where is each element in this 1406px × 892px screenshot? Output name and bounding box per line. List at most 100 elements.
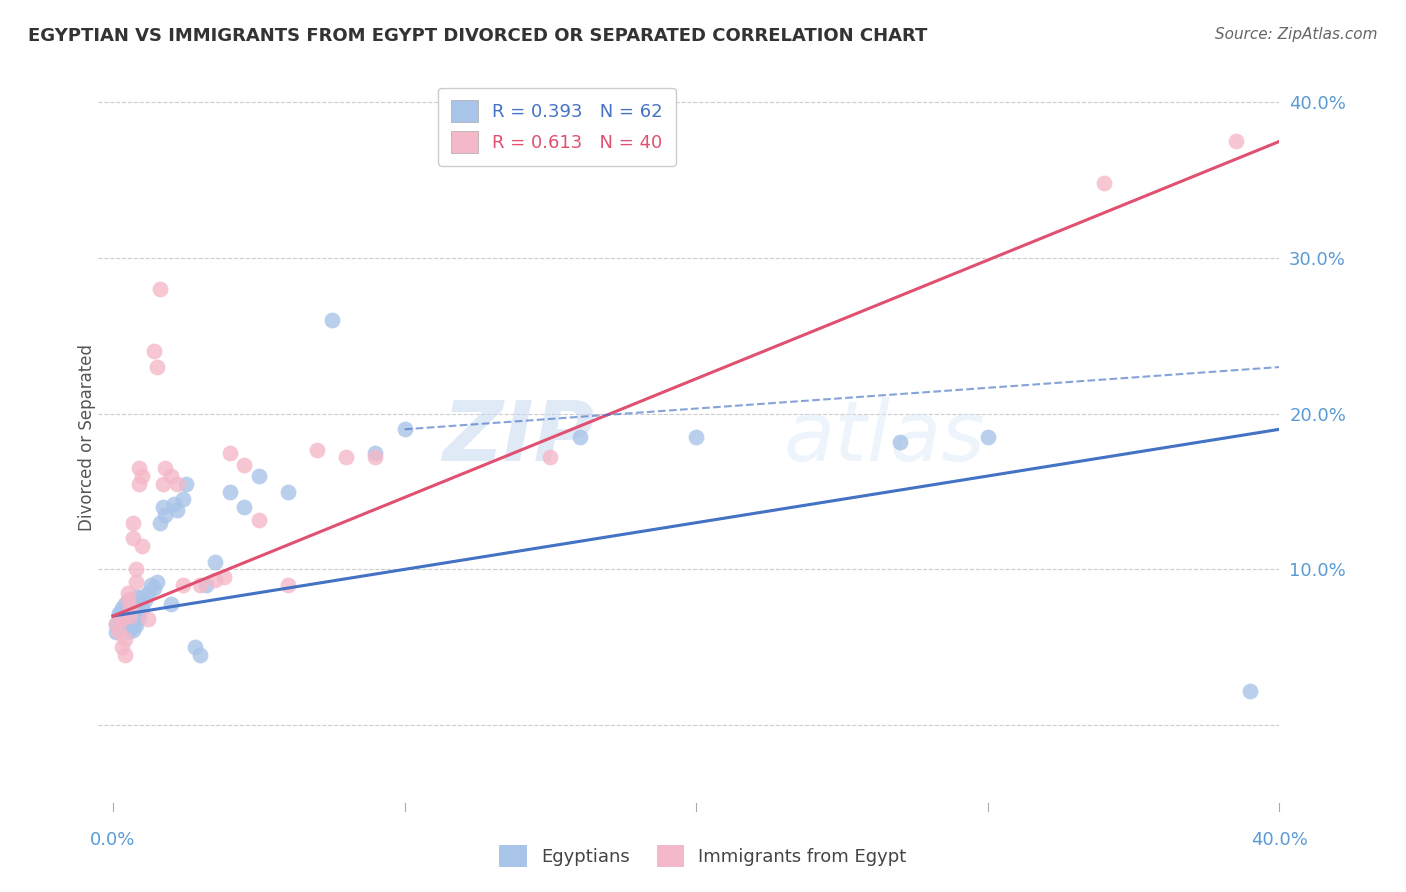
Point [111, 609, 134, 624]
Point [131, 539, 153, 553]
Legend: Egyptians, Immigrants from Egypt: Egyptians, Immigrants from Egypt [492, 838, 914, 874]
Point [307, 442, 329, 457]
Point [128, 610, 150, 624]
Point [117, 616, 139, 631]
Point [136, 612, 159, 626]
Point [117, 624, 139, 639]
Point [131, 591, 153, 605]
Point [247, 512, 270, 526]
Point [277, 484, 299, 499]
Point [111, 616, 134, 631]
Point [149, 282, 172, 296]
Point [125, 574, 148, 589]
Point [277, 578, 299, 592]
Point [152, 500, 174, 515]
Point [136, 585, 159, 599]
Point [142, 581, 165, 595]
Point [149, 516, 172, 530]
Point [190, 648, 212, 662]
Point [977, 430, 1000, 444]
Point [321, 313, 343, 327]
Point [122, 623, 145, 637]
Point [114, 597, 136, 611]
Point [122, 531, 145, 545]
Point [172, 578, 194, 592]
Text: atlas: atlas [783, 397, 986, 477]
Point [122, 603, 145, 617]
Point [212, 570, 235, 584]
Point [122, 615, 145, 630]
Point [218, 445, 240, 459]
Point [160, 469, 183, 483]
Point [145, 359, 167, 374]
Point [111, 612, 134, 626]
Point [139, 578, 162, 592]
Point [128, 461, 150, 475]
Point [233, 458, 256, 472]
Point [120, 604, 142, 618]
Point [394, 422, 416, 436]
Point [114, 632, 136, 647]
Point [166, 476, 188, 491]
Point [117, 601, 139, 615]
Point [120, 595, 142, 609]
Point [120, 601, 142, 615]
Point [108, 609, 131, 624]
Point [568, 430, 591, 444]
Point [204, 574, 226, 588]
Point [128, 476, 150, 491]
Point [104, 616, 127, 631]
Text: 40.0%: 40.0% [1251, 830, 1308, 849]
Point [125, 609, 148, 624]
Point [160, 597, 183, 611]
Point [174, 476, 197, 491]
Text: 0.0%: 0.0% [90, 830, 136, 849]
Point [218, 484, 240, 499]
Point [190, 578, 212, 592]
Point [247, 469, 270, 483]
Point [335, 450, 357, 465]
Point [172, 492, 194, 507]
Point [120, 620, 142, 634]
Point [1225, 135, 1247, 149]
Text: EGYPTIAN VS IMMIGRANTS FROM EGYPT DIVORCED OR SEPARATED CORRELATION CHART: EGYPTIAN VS IMMIGRANTS FROM EGYPT DIVORC… [28, 27, 928, 45]
Point [120, 609, 142, 624]
Point [114, 648, 136, 662]
Point [117, 593, 139, 607]
Point [117, 593, 139, 607]
Point [685, 430, 707, 444]
Point [166, 503, 188, 517]
Point [114, 612, 136, 626]
Point [183, 640, 205, 655]
Point [117, 585, 139, 599]
Point [111, 601, 134, 615]
Point [104, 616, 127, 631]
Point [152, 476, 174, 491]
Point [538, 450, 561, 465]
Point [128, 597, 150, 611]
Point [114, 606, 136, 620]
Point [131, 601, 153, 615]
Point [125, 618, 148, 632]
Point [155, 461, 177, 475]
Point [131, 469, 153, 483]
Point [117, 609, 139, 624]
Point [145, 574, 167, 589]
Point [1094, 177, 1116, 191]
Point [125, 562, 148, 576]
Point [120, 614, 142, 628]
Point [1239, 683, 1261, 698]
Text: Source: ZipAtlas.com: Source: ZipAtlas.com [1215, 27, 1378, 42]
Point [889, 434, 911, 449]
Point [125, 591, 148, 605]
Point [108, 606, 131, 620]
Point [104, 624, 127, 639]
Text: ZIP: ZIP [441, 397, 595, 477]
Point [108, 624, 131, 639]
Point [122, 593, 145, 607]
Point [204, 555, 226, 569]
Legend: R = 0.393   N = 62, R = 0.613   N = 40: R = 0.393 N = 62, R = 0.613 N = 40 [439, 87, 675, 166]
Point [155, 508, 177, 522]
Point [163, 497, 186, 511]
Point [125, 599, 148, 614]
